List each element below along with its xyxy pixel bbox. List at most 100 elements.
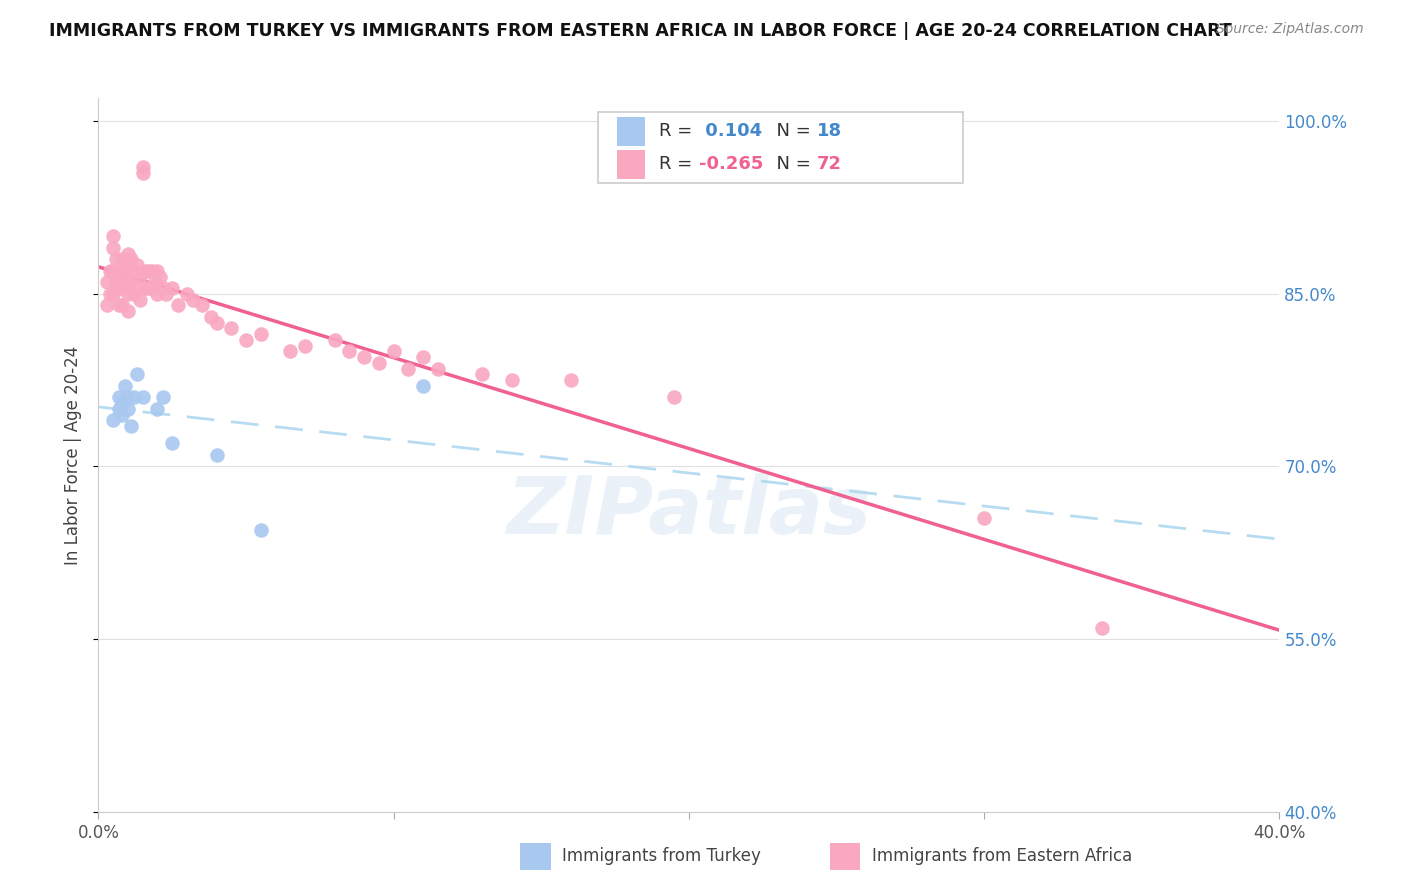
- Point: [111, 396, 134, 410]
- Text: R =: R =: [659, 122, 699, 140]
- Point: [368, 356, 391, 370]
- Point: [1091, 621, 1114, 635]
- Point: [205, 316, 228, 330]
- Point: [120, 252, 142, 267]
- Point: [120, 419, 142, 434]
- Point: [117, 286, 139, 301]
- Point: [146, 264, 169, 278]
- Point: [501, 373, 523, 387]
- Point: [132, 160, 155, 174]
- Point: [250, 523, 273, 537]
- Point: [152, 281, 174, 295]
- Text: 18: 18: [817, 122, 842, 140]
- Point: [103, 264, 125, 278]
- Point: [105, 275, 128, 289]
- Point: [122, 286, 145, 301]
- Point: [138, 264, 160, 278]
- Text: R =: R =: [659, 155, 699, 173]
- Point: [141, 264, 163, 278]
- Point: [162, 281, 183, 295]
- Point: [111, 264, 134, 278]
- Point: [108, 401, 131, 416]
- Point: [96, 298, 118, 312]
- Point: [146, 286, 169, 301]
- Point: [181, 293, 204, 307]
- Text: Immigrants from Eastern Africa: Immigrants from Eastern Africa: [872, 847, 1132, 865]
- Text: N =: N =: [765, 122, 817, 140]
- Point: [132, 166, 155, 180]
- Point: [560, 373, 582, 387]
- Point: [162, 436, 183, 450]
- Point: [664, 390, 686, 404]
- Point: [235, 333, 257, 347]
- Point: [141, 281, 163, 295]
- Text: IMMIGRANTS FROM TURKEY VS IMMIGRANTS FROM EASTERN AFRICA IN LABOR FORCE | AGE 20: IMMIGRANTS FROM TURKEY VS IMMIGRANTS FRO…: [49, 22, 1232, 40]
- Point: [152, 390, 174, 404]
- Point: [103, 413, 125, 427]
- Text: 72: 72: [817, 155, 842, 173]
- Point: [108, 298, 131, 312]
- Point: [191, 298, 214, 312]
- Point: [111, 408, 134, 422]
- Text: Source: ZipAtlas.com: Source: ZipAtlas.com: [1216, 22, 1364, 37]
- Text: Immigrants from Turkey: Immigrants from Turkey: [562, 847, 761, 865]
- Point: [103, 286, 125, 301]
- Y-axis label: In Labor Force | Age 20-24: In Labor Force | Age 20-24: [65, 345, 83, 565]
- Point: [135, 281, 157, 295]
- Point: [111, 298, 134, 312]
- Text: -0.265: -0.265: [699, 155, 763, 173]
- Point: [120, 275, 142, 289]
- Point: [205, 448, 228, 462]
- Point: [412, 379, 434, 393]
- Point: [200, 310, 222, 324]
- Point: [117, 246, 139, 260]
- Point: [122, 264, 145, 278]
- Point: [128, 293, 150, 307]
- Point: [111, 281, 134, 295]
- Point: [108, 390, 131, 404]
- Point: [117, 258, 139, 272]
- Point: [353, 350, 375, 364]
- Point: [98, 286, 121, 301]
- Point: [103, 241, 125, 255]
- Point: [117, 390, 139, 404]
- Point: [294, 338, 316, 352]
- Point: [117, 304, 139, 318]
- Point: [280, 344, 302, 359]
- Point: [96, 275, 118, 289]
- Point: [176, 286, 198, 301]
- Point: [125, 368, 148, 382]
- Point: [339, 344, 361, 359]
- Text: ZIPatlas: ZIPatlas: [506, 473, 872, 551]
- Text: N =: N =: [765, 155, 817, 173]
- Point: [135, 264, 157, 278]
- Text: 0.104: 0.104: [699, 122, 762, 140]
- Point: [117, 401, 139, 416]
- Point: [149, 269, 172, 284]
- Point: [114, 264, 136, 278]
- Point: [471, 368, 494, 382]
- Point: [128, 269, 150, 284]
- Point: [427, 361, 450, 376]
- Point: [105, 252, 128, 267]
- Point: [98, 264, 121, 278]
- Point: [132, 390, 155, 404]
- Point: [103, 229, 125, 244]
- Point: [122, 390, 145, 404]
- Point: [973, 511, 995, 525]
- Point: [111, 252, 134, 267]
- Point: [221, 321, 243, 335]
- Point: [250, 327, 273, 342]
- Point: [143, 275, 166, 289]
- Point: [108, 264, 131, 278]
- Point: [323, 333, 346, 347]
- Point: [167, 298, 190, 312]
- Point: [382, 344, 405, 359]
- Point: [108, 275, 131, 289]
- Point: [125, 258, 148, 272]
- Point: [114, 379, 136, 393]
- Point: [412, 350, 434, 364]
- Point: [125, 281, 148, 295]
- Point: [114, 281, 136, 295]
- Point: [117, 275, 139, 289]
